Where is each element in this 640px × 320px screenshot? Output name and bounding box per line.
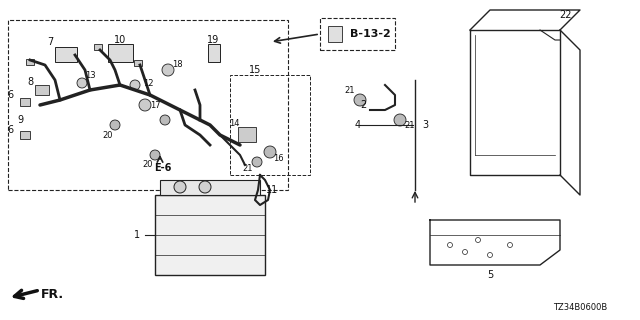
Text: 16: 16	[273, 154, 284, 163]
Bar	[69, 49, 77, 55]
Text: 21: 21	[404, 121, 415, 130]
Text: 20: 20	[143, 159, 153, 169]
Text: 22: 22	[559, 10, 572, 20]
Circle shape	[199, 181, 211, 193]
Text: 4: 4	[355, 120, 361, 130]
Bar	[160, 180, 260, 195]
Text: 12: 12	[143, 78, 153, 87]
Text: 14: 14	[228, 118, 239, 127]
Bar	[238, 127, 256, 142]
Text: 1: 1	[134, 230, 140, 240]
Text: 17: 17	[150, 100, 160, 109]
Text: 20: 20	[103, 131, 113, 140]
Text: 19: 19	[207, 35, 219, 45]
Text: FR.: FR.	[40, 287, 63, 300]
Bar	[208, 44, 220, 62]
Text: 10: 10	[114, 35, 126, 45]
Circle shape	[160, 115, 170, 125]
Text: 21: 21	[243, 164, 253, 172]
Text: 5: 5	[487, 270, 493, 280]
Text: E-6: E-6	[154, 163, 172, 173]
Text: 7: 7	[47, 37, 53, 47]
Text: B-13-2: B-13-2	[349, 29, 390, 39]
Text: 18: 18	[172, 60, 182, 68]
Text: 6: 6	[7, 125, 13, 135]
Text: TZ34B0600B: TZ34B0600B	[553, 303, 607, 313]
Bar	[20, 98, 30, 106]
Text: 8: 8	[27, 77, 33, 87]
Circle shape	[139, 99, 151, 111]
Text: 6: 6	[7, 90, 13, 100]
Text: 11: 11	[266, 185, 278, 195]
Bar	[35, 85, 49, 95]
Text: 15: 15	[249, 65, 261, 75]
Bar	[108, 44, 133, 62]
Bar	[20, 131, 30, 139]
Circle shape	[252, 157, 262, 167]
Circle shape	[110, 120, 120, 130]
Circle shape	[77, 78, 87, 88]
Bar	[328, 26, 342, 42]
Circle shape	[354, 94, 366, 106]
Circle shape	[174, 181, 186, 193]
Circle shape	[150, 150, 160, 160]
Text: 9: 9	[17, 115, 23, 125]
Bar	[55, 47, 77, 62]
Circle shape	[162, 64, 174, 76]
Text: 3: 3	[422, 120, 428, 130]
Bar	[155, 195, 265, 275]
Circle shape	[264, 146, 276, 158]
Circle shape	[394, 114, 406, 126]
Text: 21: 21	[345, 85, 355, 94]
Text: 13: 13	[84, 70, 95, 79]
Text: 2: 2	[360, 100, 366, 110]
Bar	[94, 44, 102, 50]
Bar	[26, 59, 34, 65]
Bar	[134, 60, 142, 66]
Circle shape	[130, 80, 140, 90]
